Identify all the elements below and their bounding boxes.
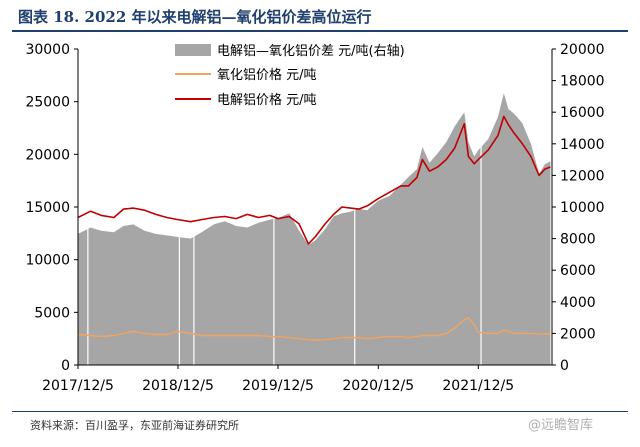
x-tick-label: 2021/12/5	[442, 378, 514, 394]
y-right-tick-label: 2000	[560, 326, 596, 342]
source-note: 资料来源：百川盈孚，东亚前海证券研究所	[30, 419, 239, 432]
y-right-tick-label: 20000	[560, 42, 605, 58]
figure-title: 图表 18. 2022 年以来电解铝—氧化铝价差高位运行	[18, 8, 372, 26]
legend-label: 电解铝—氧化铝价差 元/吨(右轴)	[217, 44, 405, 59]
title-divider	[12, 30, 628, 32]
y-left-tick-label: 0	[61, 358, 70, 374]
y-right-tick-label: 0	[560, 358, 569, 374]
y-left-tick-label: 20000	[25, 147, 70, 163]
legend-label: 氧化铝价格 元/吨	[217, 67, 317, 83]
y-right-tick-label: 8000	[560, 232, 596, 248]
series-alumina-line	[77, 316, 551, 341]
y-right-tick-label: 4000	[560, 295, 596, 311]
watermark: @远瞻智库	[528, 418, 594, 433]
legend-swatch-spread	[175, 44, 211, 56]
y-left-tick-label: 15000	[25, 200, 70, 216]
x-tick-label: 2018/12/5	[142, 378, 214, 394]
y-left-tick-label: 30000	[25, 42, 70, 58]
x-tick-label: 2017/12/5	[42, 378, 114, 394]
y-right-tick-label: 14000	[560, 137, 605, 153]
legend-label: 电解铝价格 元/吨	[217, 92, 317, 108]
y-right-tick-label: 18000	[560, 74, 605, 90]
y-right-tick-label: 12000	[560, 168, 605, 184]
y-right-tick-label: 6000	[560, 263, 596, 279]
y-left-tick-label: 10000	[25, 253, 70, 269]
y-left-tick-label: 5000	[34, 305, 70, 321]
source-divider	[12, 411, 628, 412]
series-spread-area	[78, 93, 551, 365]
x-tick-label: 2020/12/5	[342, 378, 414, 394]
series-aluminum-line	[77, 115, 551, 245]
y-left-tick-label: 25000	[25, 95, 70, 111]
y-right-tick-label: 10000	[560, 200, 605, 216]
y-right-tick-label: 16000	[560, 105, 605, 121]
x-tick-label: 2019/12/5	[242, 378, 314, 394]
